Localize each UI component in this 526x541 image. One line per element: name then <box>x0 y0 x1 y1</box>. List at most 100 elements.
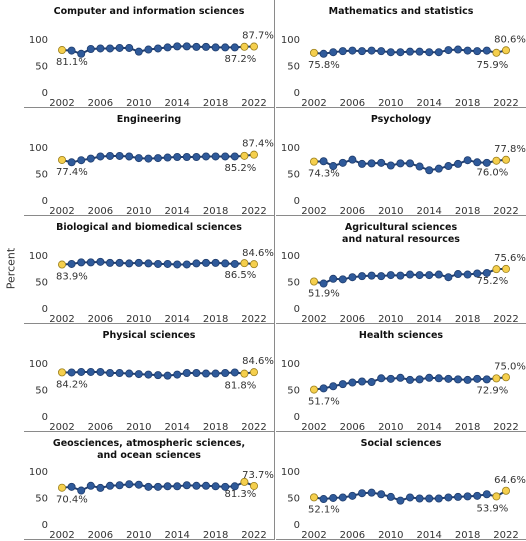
point <box>106 369 115 378</box>
x-tick-label: 2010 <box>126 206 151 215</box>
highlight-point <box>492 492 501 501</box>
point <box>482 46 491 55</box>
point <box>192 153 201 162</box>
point <box>367 159 376 168</box>
panel-chart: 0 50 100 2002 2006 2010 2014 2018 2022 52.1% 53.9%… <box>281 467 526 539</box>
point <box>182 481 191 490</box>
panel-chart: 0 50 100 2002 2006 2010 2014 2018 2022 75.8% 75.9%… <box>281 34 526 107</box>
point <box>230 368 239 377</box>
x-tick-label: 2022 <box>241 530 266 539</box>
point <box>348 491 357 500</box>
point <box>221 43 230 52</box>
y-tick-label: 100 <box>29 359 48 370</box>
y-tick-label: 100 <box>281 467 300 478</box>
x-tick-label: 2022 <box>493 98 518 107</box>
value-label: 51.9% <box>308 288 340 299</box>
point <box>201 369 210 378</box>
y-tick-label: 0 <box>42 88 48 99</box>
y-tick-label: 0 <box>294 88 300 99</box>
x-tick-label: 2022 <box>241 314 266 323</box>
point <box>425 48 434 57</box>
x-tick-label: 2010 <box>126 98 151 107</box>
panel-chart: 0 50 100 2002 2006 2010 2014 2018 2022 51.9% 75.2%… <box>281 251 526 323</box>
y-tick-label: 100 <box>281 143 300 154</box>
highlight-point <box>240 42 249 51</box>
y-tick-label: 100 <box>29 467 48 478</box>
highlight-point <box>240 151 249 160</box>
point <box>106 258 115 267</box>
value-label: 70.4% <box>56 495 88 506</box>
x-tick-label: 2018 <box>203 314 228 323</box>
point <box>115 369 124 378</box>
x-tick-label: 2018 <box>203 98 228 107</box>
point <box>125 259 134 268</box>
point <box>377 158 386 167</box>
value-label: 64.6% <box>494 475 526 486</box>
panel-title: Physical sciences <box>102 330 196 341</box>
point <box>338 380 347 389</box>
point <box>96 367 105 376</box>
value-label: 77.8% <box>494 144 526 155</box>
point <box>319 157 328 166</box>
point <box>106 481 115 490</box>
value-label: 81.1% <box>56 57 88 68</box>
highlight-point <box>501 46 510 55</box>
point <box>463 46 472 55</box>
point <box>230 482 239 491</box>
y-tick-label: 0 <box>294 304 300 315</box>
highlight-point <box>310 277 319 286</box>
y-tick-label: 100 <box>281 359 300 370</box>
value-label: 87.4% <box>242 139 274 150</box>
x-tick-label: 2006 <box>340 422 365 431</box>
value-label: 81.8% <box>225 381 257 392</box>
value-label: 87.2% <box>225 54 257 65</box>
point <box>144 482 153 491</box>
point <box>415 271 424 280</box>
point <box>134 258 143 267</box>
point <box>319 495 328 504</box>
point <box>221 482 230 491</box>
y-tick-label: 50 <box>287 62 300 73</box>
point <box>358 377 367 386</box>
point <box>453 375 462 384</box>
highlight-point <box>501 155 510 164</box>
point <box>415 162 424 171</box>
point <box>338 493 347 502</box>
point <box>367 378 376 387</box>
point <box>115 258 124 267</box>
value-label: 53.9% <box>477 503 509 514</box>
value-label: 73.7% <box>242 470 274 481</box>
point <box>96 257 105 266</box>
x-tick-label: 2022 <box>493 314 518 323</box>
panel-title: Computer and information sciences <box>53 6 245 17</box>
point <box>125 152 134 161</box>
panel-title: Mathematics and statistics <box>328 6 474 17</box>
point <box>434 374 443 383</box>
point <box>201 258 210 267</box>
point <box>473 47 482 56</box>
x-tick-label: 2018 <box>203 530 228 539</box>
x-tick-label: 2022 <box>241 422 266 431</box>
x-tick-label: 2014 <box>416 314 441 323</box>
point <box>319 384 328 393</box>
point <box>434 270 443 279</box>
point <box>473 158 482 167</box>
point <box>67 46 76 55</box>
point <box>463 270 472 279</box>
point <box>144 154 153 163</box>
point <box>201 152 210 161</box>
point <box>367 271 376 280</box>
point <box>153 482 162 491</box>
panel-chart: 0 50 100 2002 2006 2010 2014 2018 2022 51.7% 72.9%… <box>281 359 526 431</box>
point <box>453 159 462 168</box>
point <box>377 490 386 499</box>
x-tick-label: 2006 <box>88 206 113 215</box>
x-tick-label: 2002 <box>49 206 74 215</box>
panel: 0 50 100 2002 2006 2010 2014 2018 2022 81.1% 87.2%… <box>24 0 275 108</box>
value-label: 75.6% <box>494 253 526 264</box>
point <box>192 42 201 51</box>
point <box>444 374 453 383</box>
point <box>211 258 220 267</box>
x-tick-label: 2022 <box>493 206 518 215</box>
